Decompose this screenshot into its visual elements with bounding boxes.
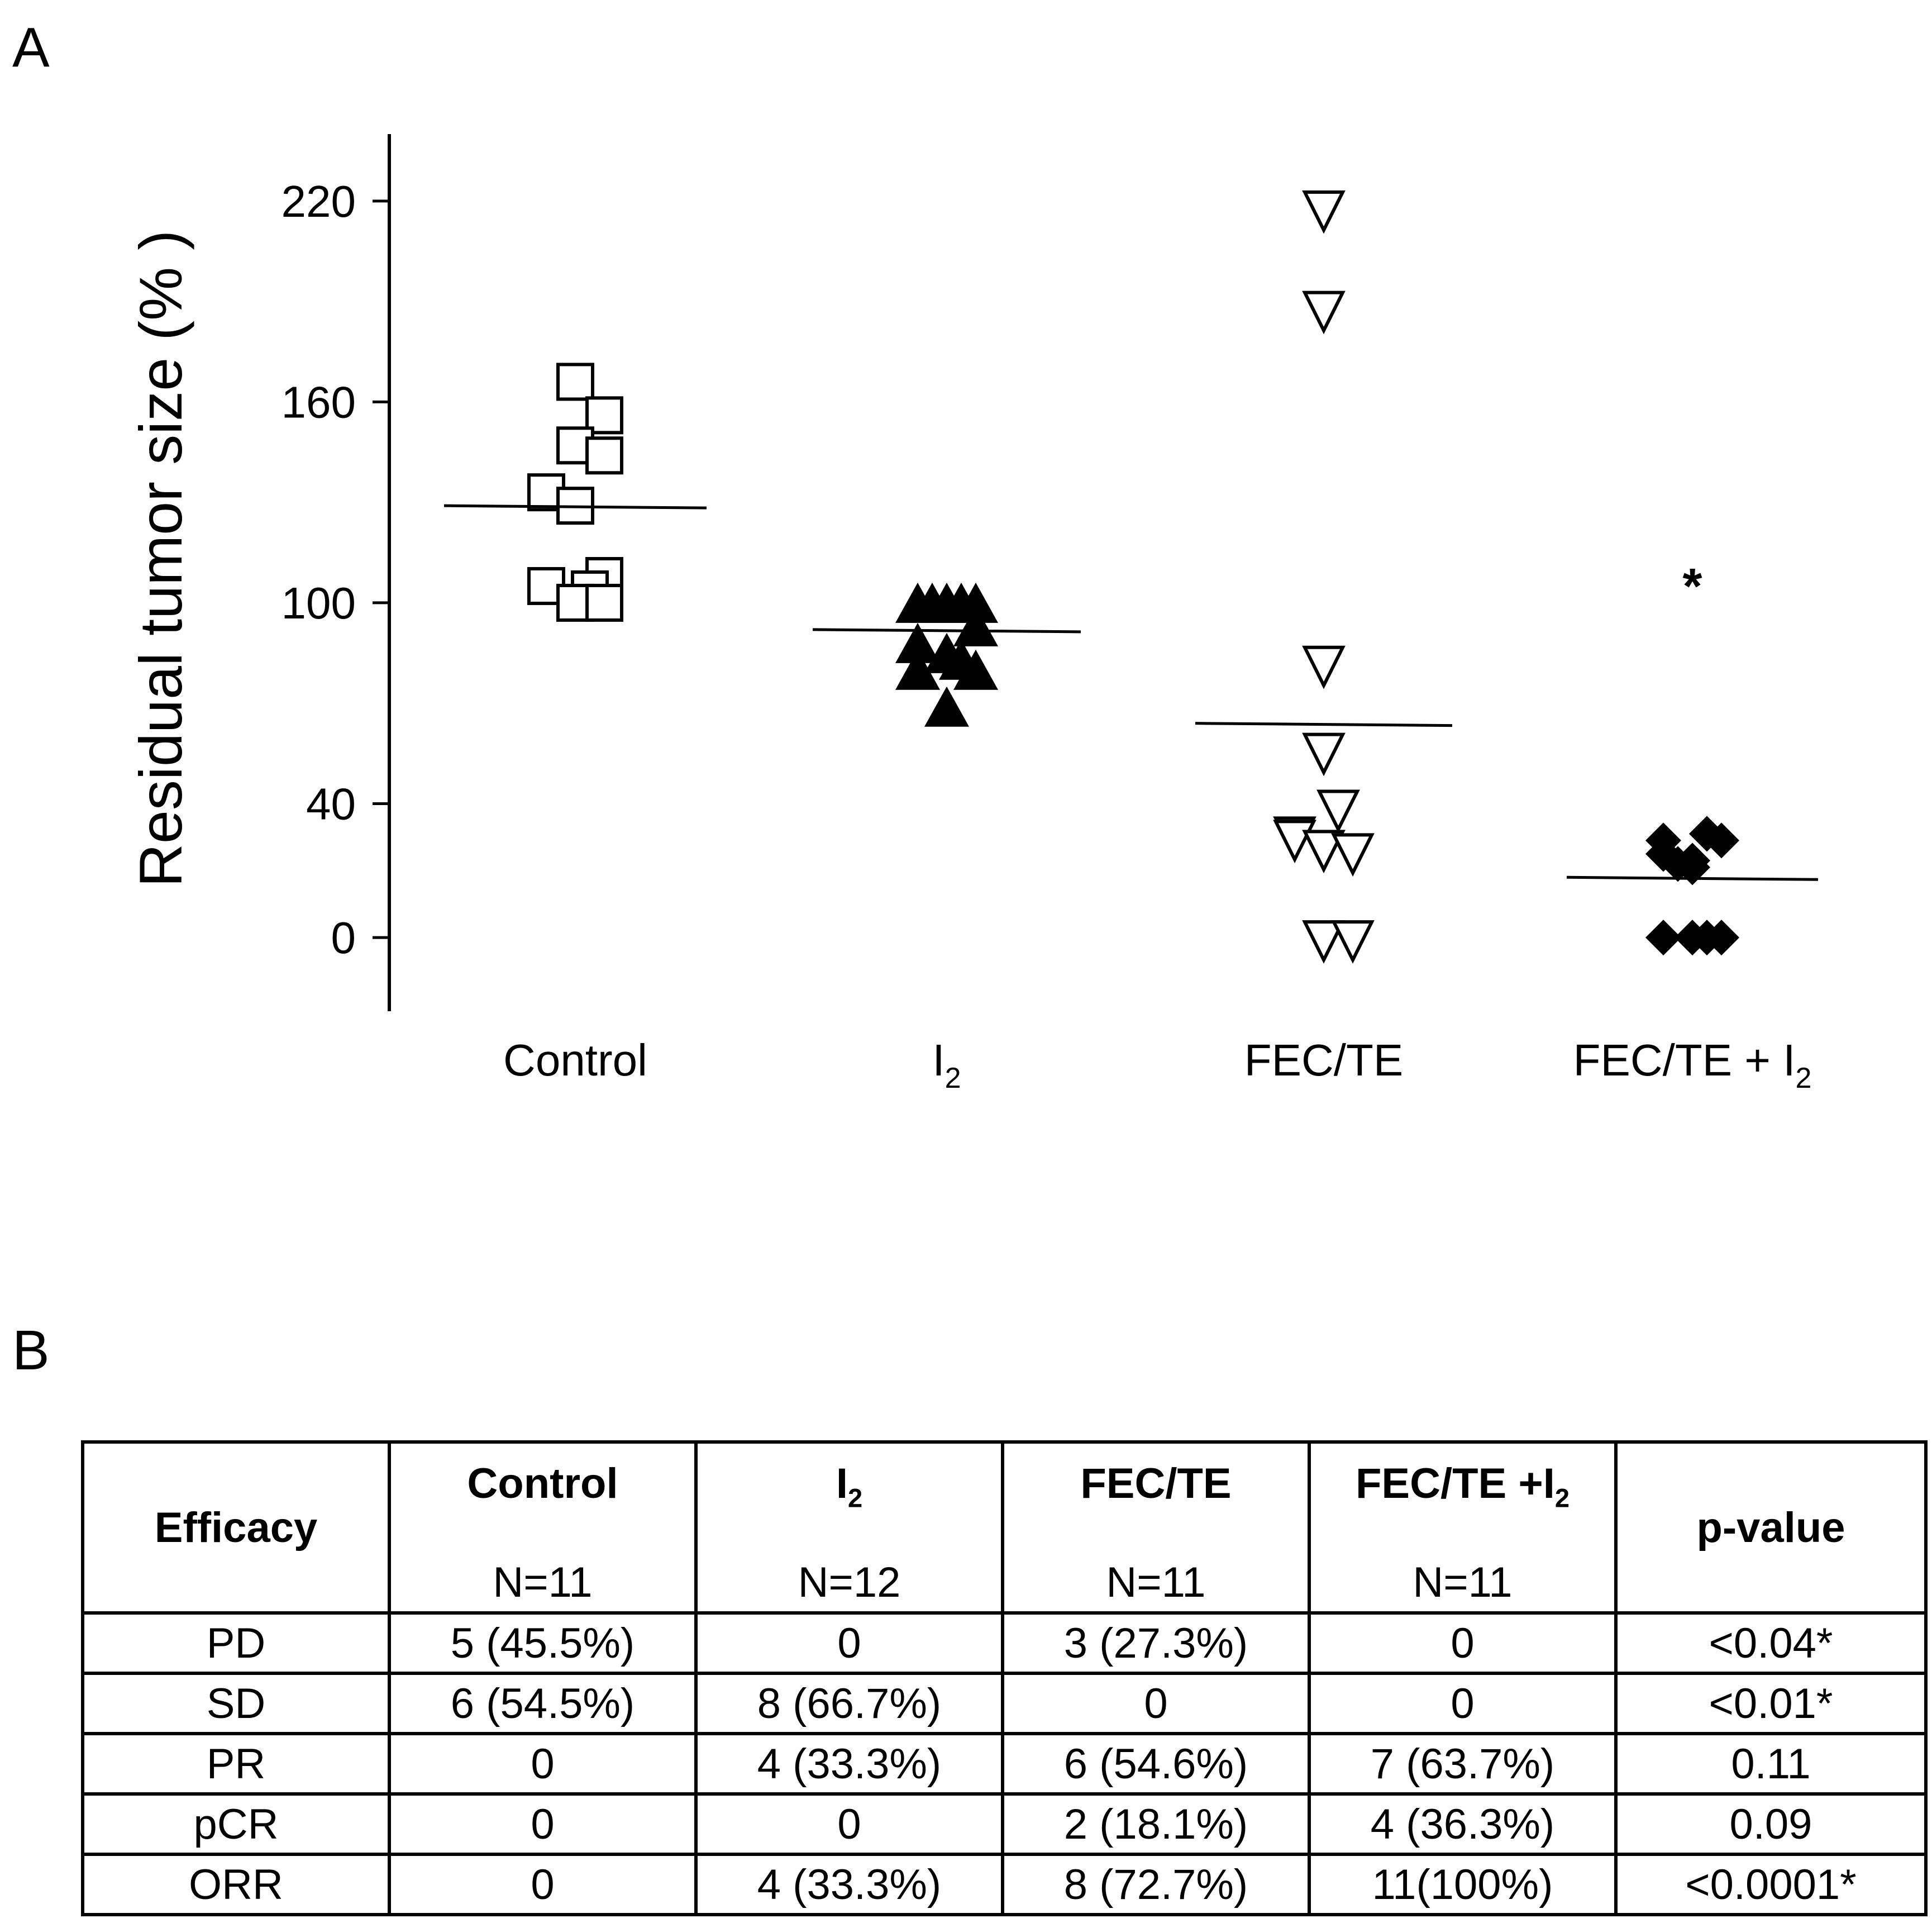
mean-line [1195, 722, 1453, 727]
table-cell: 0 [388, 1792, 698, 1856]
row-label: PD [81, 1611, 391, 1675]
y-axis-label: Residual tumor size (% ) [127, 230, 194, 887]
table-cell: 8 (72.7%) [1001, 1853, 1311, 1916]
row-label: PR [81, 1732, 391, 1796]
data-point [1302, 190, 1346, 234]
table-row: PR 0 4 (33.3%) 6 (54.6%) 7 (63.7%) 0.11 [81, 1732, 1928, 1796]
y-tick-label: 100 [282, 578, 356, 628]
efficacy-table: Efficacy Control N=11 I2 N=12 FEC/TE N=11 F… [81, 1440, 1928, 1916]
data-point [1302, 732, 1346, 777]
data-point [1302, 920, 1346, 964]
x-category-labels: Control I2 FEC/TE FEC/TE + I2 [503, 1035, 1811, 1094]
data-point [1331, 833, 1375, 877]
data-point [895, 622, 940, 663]
annotations: * [1682, 559, 1702, 615]
data-point [1316, 789, 1360, 834]
data-point [1331, 920, 1375, 964]
row-label: ORR [81, 1853, 391, 1916]
table-cell: 0 [694, 1611, 1004, 1675]
data-point [556, 363, 594, 401]
p-value-cell: 0.09 [1614, 1792, 1928, 1856]
table-row: ORR 0 4 (33.3%) 8 (72.7%) 11(100%) <0.00… [81, 1853, 1928, 1916]
y-tick-label: 160 [282, 377, 356, 427]
data-point [895, 649, 940, 690]
table-cell: 0 [1308, 1611, 1618, 1675]
header-group: FEC/TE +I2 N=11 [1308, 1440, 1618, 1615]
x-category-label: FEC/TE + I2 [1573, 1035, 1812, 1094]
table-cell: 0 [388, 1732, 698, 1796]
mean-line [1566, 875, 1819, 881]
data-point [585, 583, 623, 622]
table-row: SD 6 (54.5%) 8 (66.7%) 0 0 <0.01* [81, 1672, 1928, 1735]
p-value-cell: 0.11 [1614, 1732, 1928, 1796]
header-pvalue: p-value [1614, 1440, 1928, 1615]
table-cell: 6 (54.5%) [388, 1672, 698, 1735]
row-label: pCR [81, 1792, 391, 1856]
header-group: FEC/TE N=11 [1001, 1440, 1311, 1615]
x-category-label: Control [503, 1035, 647, 1085]
table-row: PD 5 (45.5%) 0 3 (27.3%) 0 <0.04* [81, 1611, 1928, 1675]
row-label: SD [81, 1672, 391, 1735]
data-point [1302, 830, 1346, 874]
data-point [1302, 291, 1346, 335]
x-category-label: I2 [932, 1035, 961, 1094]
table-cell: 0 [1308, 1672, 1618, 1735]
mean-lines [443, 504, 1819, 881]
table-cell: 6 (54.6%) [1001, 1732, 1311, 1796]
data-point [953, 649, 998, 690]
table-cell: 0 [1001, 1672, 1311, 1735]
panel-label-a: A [12, 16, 50, 79]
table-cell: 4 (36.3%) [1308, 1792, 1618, 1856]
data-point [585, 436, 623, 475]
data-points [527, 190, 1739, 964]
data-point [1675, 849, 1710, 886]
table-cell: 11(100%) [1308, 1853, 1618, 1916]
table-cell: 7 (63.7%) [1308, 1732, 1618, 1796]
y-tick-label: 0 [331, 913, 356, 963]
mean-line [443, 504, 707, 510]
mean-line [812, 628, 1081, 634]
panel-label-b: B [12, 1319, 50, 1382]
table-cell: 0 [388, 1853, 698, 1916]
data-point [953, 582, 998, 623]
table-cell: 4 (33.3%) [694, 1853, 1004, 1916]
table-row: pCR 0 0 2 (18.1%) 4 (36.3%) 0.09 [81, 1792, 1928, 1856]
table-cell: 2 (18.1%) [1001, 1792, 1311, 1856]
header-group: Control N=11 [388, 1440, 698, 1615]
data-point [1645, 920, 1681, 956]
table-cell: 4 (33.3%) [694, 1732, 1004, 1796]
header-efficacy: Efficacy [81, 1440, 391, 1615]
significance-annotation: * [1682, 559, 1702, 615]
p-value-cell: <0.04* [1614, 1611, 1928, 1675]
data-point [1302, 645, 1346, 689]
data-point [1704, 822, 1739, 859]
table-cell: 0 [694, 1792, 1004, 1856]
y-tick-label: 220 [282, 177, 356, 226]
data-point [953, 606, 998, 646]
p-value-cell: <0.01* [1614, 1672, 1928, 1735]
x-category-label: FEC/TE [1244, 1035, 1403, 1085]
y-axis-ticks: 0 40 100 160 220 [282, 177, 389, 963]
p-value-cell: <0.0001* [1614, 1853, 1928, 1916]
table-cell: 8 (66.7%) [694, 1672, 1004, 1735]
data-point [924, 686, 969, 727]
y-tick-label: 40 [306, 779, 356, 829]
header-group: I2 N=12 [694, 1440, 1004, 1615]
table-header-row: Efficacy Control N=11 I2 N=12 FEC/TE N=11 F… [81, 1440, 1928, 1615]
table-cell: 3 (27.3%) [1001, 1611, 1311, 1675]
data-point [1704, 920, 1739, 956]
table-cell: 5 (45.5%) [388, 1611, 698, 1675]
